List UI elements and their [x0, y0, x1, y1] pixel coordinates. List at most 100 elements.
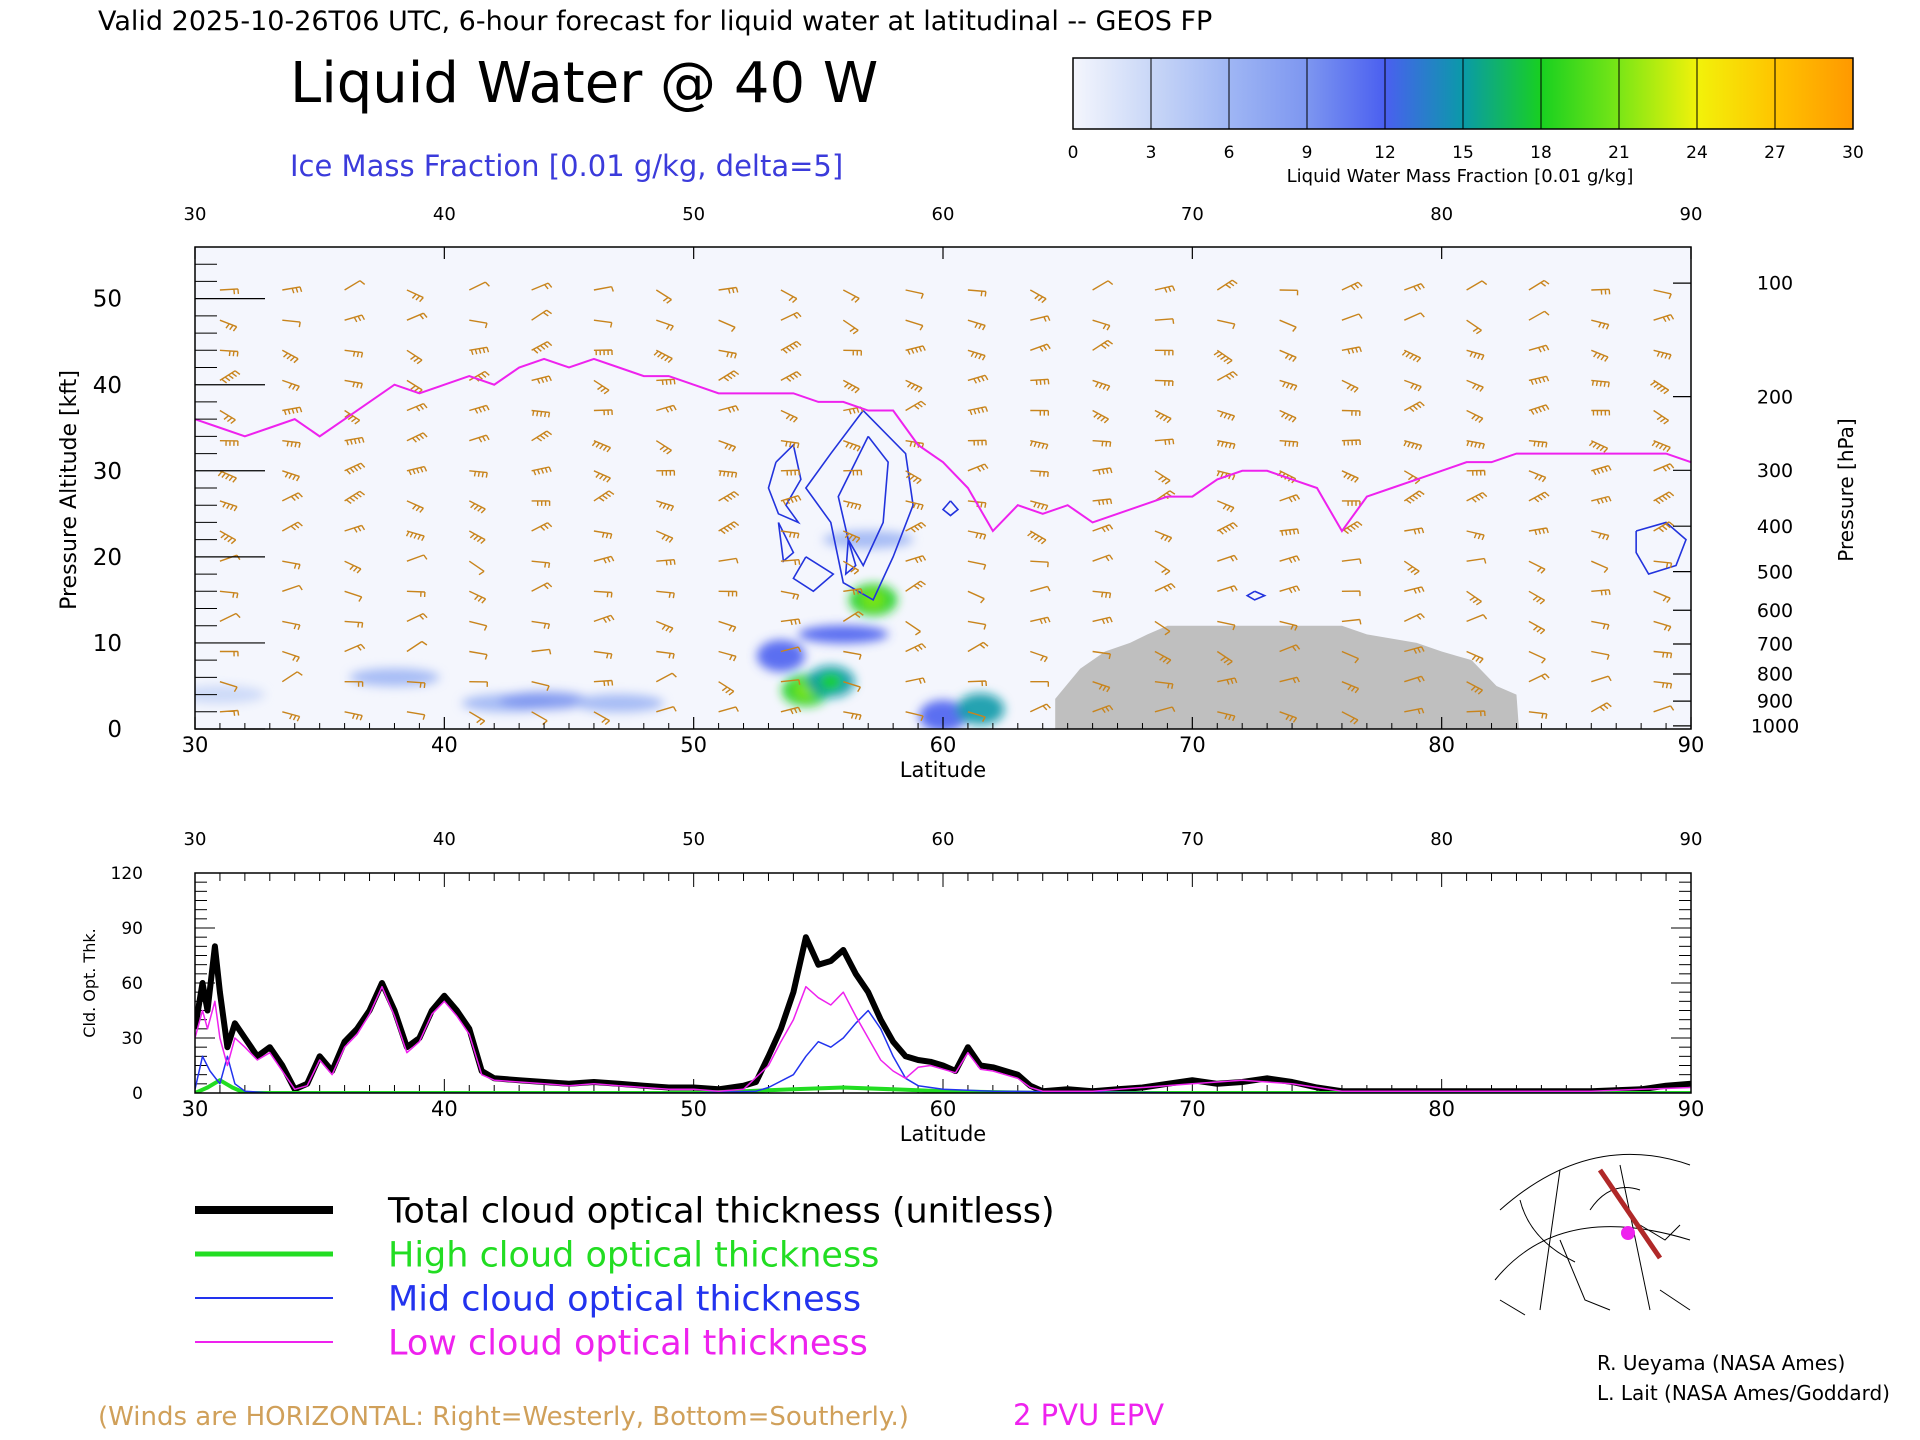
wind-barb [1092, 590, 1112, 599]
x-tick-label-top: 80 [1430, 204, 1453, 225]
wind-barb [905, 555, 927, 564]
ice-contour [767, 443, 802, 525]
wind-barb [1217, 409, 1236, 421]
colorbar-segment [1073, 58, 1152, 129]
wind-barb [281, 521, 303, 532]
wind-barb [406, 402, 428, 412]
wind-barb [1154, 681, 1174, 689]
wind-barb [1528, 279, 1550, 291]
wind-barb [1154, 349, 1174, 356]
wind-barb [344, 643, 366, 653]
y-tick-label: 10 [93, 631, 122, 657]
wind-barb [1528, 404, 1550, 415]
wind-barb [1528, 711, 1548, 719]
liquid-water-core [820, 673, 842, 690]
wind-barb [1341, 281, 1363, 291]
wind-barb [531, 375, 552, 384]
wind-barb [531, 309, 553, 321]
wind-barb [842, 611, 864, 622]
wind-barb [656, 620, 674, 633]
wind-barb [219, 319, 238, 332]
wind-barb [1591, 560, 1609, 574]
wind-barb [1154, 530, 1173, 543]
colorbar-tick-label: 30 [1842, 143, 1864, 163]
wind-barb [1030, 470, 1049, 477]
wind-barb [406, 312, 428, 321]
liquid-water-blob [573, 694, 664, 713]
wind-barb [1591, 530, 1610, 541]
wind-barb [1279, 528, 1300, 536]
wind-barb [1653, 463, 1675, 472]
wind-barb [843, 406, 864, 415]
colorbar-tick-label: 9 [1302, 143, 1313, 163]
wind-barb [780, 440, 800, 449]
wind-barb [219, 500, 238, 512]
wind-barb [468, 530, 486, 545]
wind-barb [780, 289, 798, 304]
wind-barb [967, 620, 987, 630]
wind-barb [1528, 590, 1546, 605]
wind-barb [282, 620, 301, 631]
wind-barb [1341, 346, 1362, 355]
wind-barb [1154, 582, 1176, 592]
wind-barb [843, 500, 862, 511]
optical-thickness-axes: 30 30 40 40 50 50 60 60 70 70 80 80 90 90 0 30 60 90 120 [111, 829, 1705, 1121]
colorbar-tick-label: 21 [1608, 143, 1630, 163]
wind-barb [406, 681, 426, 688]
wind-barb [1404, 586, 1425, 594]
wind-barb [593, 379, 610, 395]
colorbar-tick-label: 18 [1530, 143, 1552, 163]
wind-barb [469, 650, 488, 660]
wind-barb [593, 319, 613, 328]
wind-barb [344, 349, 364, 358]
wind-barb [1213, 349, 1233, 365]
optical-thickness-grid [194, 872, 1692, 1094]
wind-barb [1154, 409, 1172, 424]
wind-barb [344, 560, 362, 574]
wind-barb [1092, 339, 1114, 351]
wind-barb [219, 650, 239, 657]
wind-barb [469, 470, 488, 478]
wind-barb [1092, 467, 1113, 475]
wind-barb [1092, 498, 1113, 506]
wind-barb [905, 677, 926, 684]
y-tick-label: 50 [93, 287, 122, 313]
wind-barb [718, 706, 739, 713]
wind-barb [1403, 490, 1425, 504]
wind-barb [344, 620, 364, 628]
wind-barb [1279, 555, 1301, 564]
colorbar-tick-label: 6 [1224, 143, 1235, 163]
wind-barb [593, 286, 614, 292]
wind-barb [905, 345, 926, 355]
wind-barb [655, 672, 677, 683]
wind-barb [1588, 440, 1609, 453]
wind-barb [344, 524, 366, 533]
wind-barb [1591, 589, 1611, 596]
x-tick-label: 70 [1179, 1097, 1206, 1121]
wind-barb [282, 379, 300, 392]
wind-barb [1030, 585, 1051, 592]
wind-barb [1216, 522, 1238, 535]
wind-barb [1528, 491, 1550, 503]
colorbar-frame [1072, 57, 1854, 130]
wind-barb [1217, 500, 1235, 513]
colorbar-label: Liquid Water Mass Fraction [0.01 g/kg] [1287, 166, 1634, 187]
wind-barb [531, 582, 553, 592]
x-tick-label: 50 [680, 733, 707, 757]
subtitle: Ice Mass Fraction [0.01 g/kg, delta=5] [290, 149, 843, 183]
wind-barb [1092, 554, 1114, 562]
wind-barb [406, 500, 424, 513]
wind-barb [219, 288, 240, 295]
wind-barb [1092, 379, 1111, 391]
wind-barb [718, 620, 737, 632]
colorbar-segment [1697, 58, 1776, 129]
ice-contour [777, 522, 795, 563]
liquid-water-blob [798, 625, 889, 644]
wind-barb [718, 349, 737, 359]
y-tick-label: 20 [93, 545, 122, 571]
wind-barb [718, 440, 737, 452]
x-tick-label: 80 [1428, 1097, 1455, 1121]
wind-barb [406, 289, 424, 303]
y-tick-label: 40 [93, 373, 122, 399]
wind-barb [593, 409, 613, 416]
